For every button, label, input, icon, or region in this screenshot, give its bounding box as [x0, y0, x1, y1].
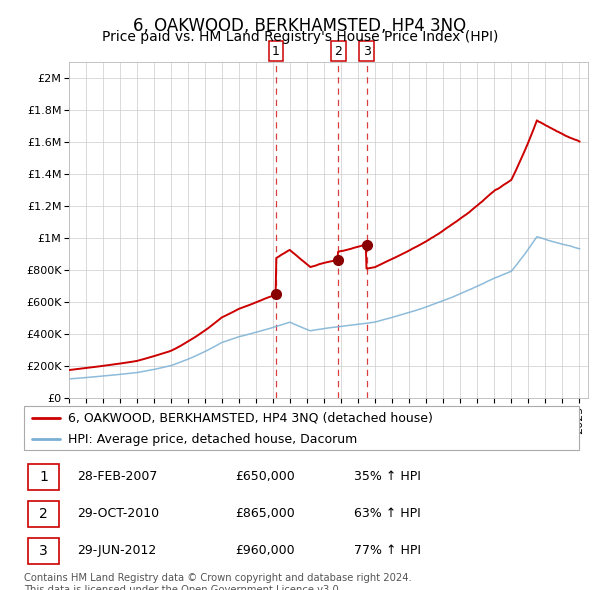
Text: 28-FEB-2007: 28-FEB-2007	[77, 470, 157, 483]
Text: £650,000: £650,000	[235, 470, 295, 483]
Text: 6, OAKWOOD, BERKHAMSTED, HP4 3NQ: 6, OAKWOOD, BERKHAMSTED, HP4 3NQ	[133, 17, 467, 35]
Text: 1: 1	[272, 45, 280, 58]
Text: 63% ↑ HPI: 63% ↑ HPI	[354, 507, 421, 520]
FancyBboxPatch shape	[24, 406, 579, 450]
FancyBboxPatch shape	[28, 464, 59, 490]
Text: £960,000: £960,000	[235, 544, 295, 557]
Text: Contains HM Land Registry data © Crown copyright and database right 2024.
This d: Contains HM Land Registry data © Crown c…	[24, 573, 412, 590]
Text: 29-JUN-2012: 29-JUN-2012	[77, 544, 156, 557]
Text: 29-OCT-2010: 29-OCT-2010	[77, 507, 159, 520]
Text: 3: 3	[40, 544, 48, 558]
Text: 1: 1	[39, 470, 48, 484]
Text: Price paid vs. HM Land Registry's House Price Index (HPI): Price paid vs. HM Land Registry's House …	[102, 30, 498, 44]
Text: £865,000: £865,000	[235, 507, 295, 520]
Text: HPI: Average price, detached house, Dacorum: HPI: Average price, detached house, Daco…	[68, 432, 358, 445]
FancyBboxPatch shape	[28, 538, 59, 563]
Text: 2: 2	[40, 507, 48, 521]
Text: 6, OAKWOOD, BERKHAMSTED, HP4 3NQ (detached house): 6, OAKWOOD, BERKHAMSTED, HP4 3NQ (detach…	[68, 412, 433, 425]
Text: 35% ↑ HPI: 35% ↑ HPI	[354, 470, 421, 483]
Text: 77% ↑ HPI: 77% ↑ HPI	[354, 544, 421, 557]
FancyBboxPatch shape	[28, 501, 59, 527]
Text: 2: 2	[334, 45, 343, 58]
Text: 3: 3	[363, 45, 371, 58]
